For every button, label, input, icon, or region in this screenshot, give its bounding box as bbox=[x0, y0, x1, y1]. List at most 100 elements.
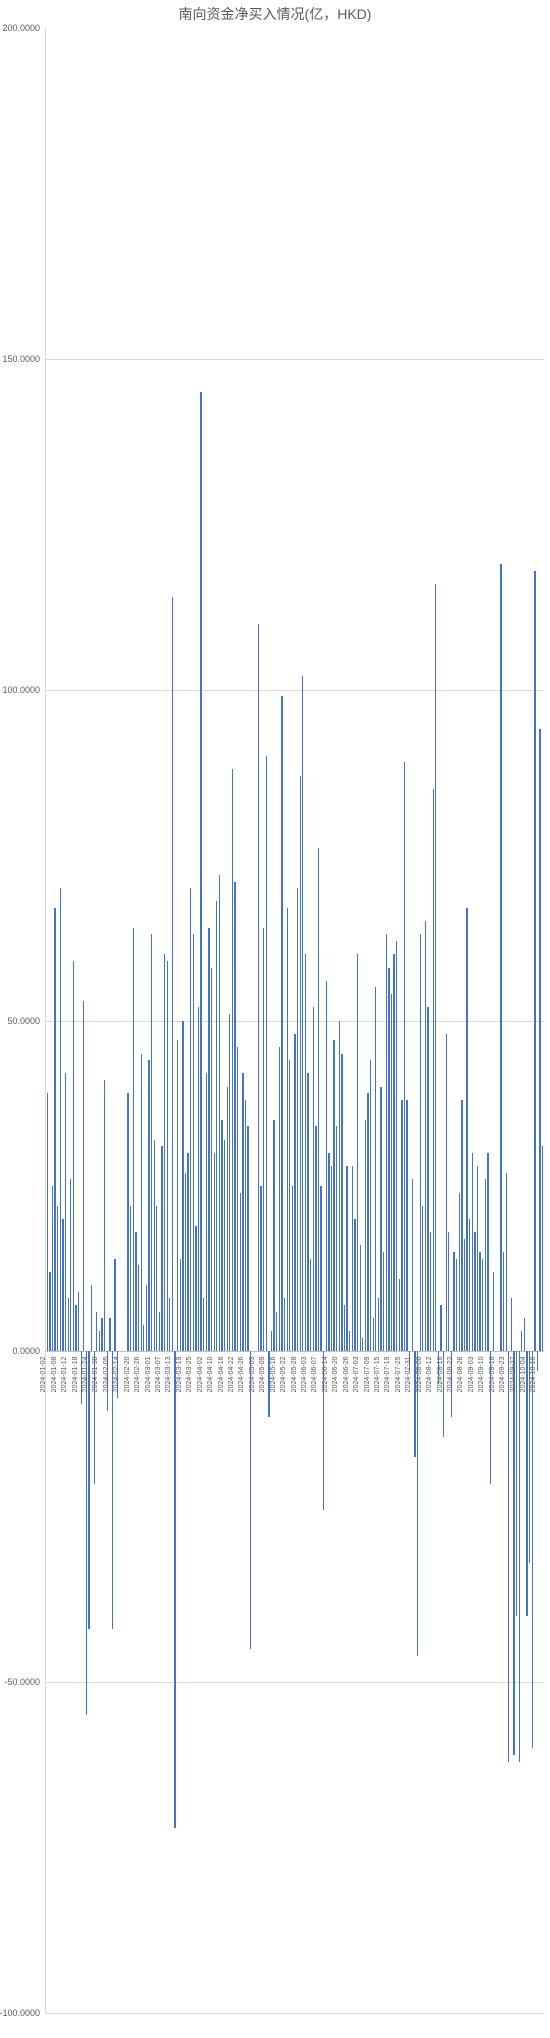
bar bbox=[506, 1173, 507, 1352]
bar bbox=[365, 1120, 366, 1352]
bar bbox=[159, 1312, 160, 1352]
bar bbox=[503, 1252, 504, 1351]
bar bbox=[91, 1285, 92, 1351]
bar bbox=[318, 848, 319, 1351]
xtick-label: 2024-07-31 bbox=[405, 1357, 412, 1393]
bar bbox=[195, 1226, 196, 1352]
bar bbox=[313, 1007, 314, 1351]
bar bbox=[214, 1153, 215, 1352]
x-axis-zero-line bbox=[46, 1351, 544, 1352]
ytick-label: -100.0000 bbox=[0, 2008, 40, 2018]
xtick-label: 2024-08-12 bbox=[426, 1357, 433, 1393]
xtick-label: 2024-03-07 bbox=[155, 1357, 162, 1393]
bar bbox=[172, 597, 173, 1351]
bar bbox=[300, 776, 301, 1352]
bar bbox=[326, 981, 327, 1352]
bar bbox=[279, 1047, 280, 1351]
bar bbox=[328, 1153, 329, 1352]
bar bbox=[406, 1100, 407, 1351]
bar bbox=[453, 1252, 454, 1351]
bar bbox=[524, 1318, 525, 1351]
ytick-label: 200.0000 bbox=[2, 23, 40, 33]
ytick-label: 150.0000 bbox=[2, 354, 40, 364]
bar bbox=[292, 1186, 293, 1351]
bar bbox=[339, 1021, 340, 1352]
bar bbox=[537, 1351, 538, 1371]
bar bbox=[500, 564, 501, 1351]
bar bbox=[242, 1073, 243, 1351]
bar bbox=[169, 1298, 170, 1351]
bar bbox=[154, 1140, 155, 1352]
xtick-label: 2024-02-05 bbox=[103, 1357, 110, 1393]
bar bbox=[206, 1073, 207, 1351]
bar bbox=[281, 696, 282, 1351]
bar bbox=[54, 908, 55, 1351]
bar bbox=[378, 1298, 379, 1351]
xtick-label: 2024-08-16 bbox=[437, 1357, 444, 1393]
bar bbox=[237, 1047, 238, 1351]
bar bbox=[216, 901, 217, 1351]
bar bbox=[542, 1146, 543, 1351]
xtick-label: 2024-05-03 bbox=[249, 1357, 256, 1393]
xtick-label: 2024-01-12 bbox=[61, 1357, 68, 1393]
bar bbox=[315, 1126, 316, 1351]
bar bbox=[109, 1318, 110, 1351]
bar bbox=[203, 1298, 204, 1351]
bar bbox=[331, 1166, 332, 1351]
bar bbox=[47, 1093, 48, 1351]
bar bbox=[461, 1100, 462, 1351]
bar bbox=[466, 908, 467, 1351]
xtick-label: 2024-04-16 bbox=[218, 1357, 225, 1393]
bar bbox=[344, 1305, 345, 1351]
bar bbox=[260, 1186, 261, 1351]
bar bbox=[404, 762, 405, 1351]
bar bbox=[388, 968, 389, 1352]
bar bbox=[221, 1120, 222, 1352]
bar bbox=[511, 1298, 512, 1351]
bar bbox=[164, 954, 165, 1351]
bar bbox=[341, 1054, 342, 1352]
bar bbox=[440, 1305, 441, 1351]
ytick-label: 100.0000 bbox=[2, 685, 40, 695]
bar bbox=[346, 1166, 347, 1351]
xtick-label: 2024-03-19 bbox=[176, 1357, 183, 1393]
xtick-label: 2024-10-10 bbox=[530, 1357, 537, 1393]
bar bbox=[373, 1318, 374, 1351]
bar bbox=[240, 1193, 241, 1352]
xtick-label: 2024-01-02 bbox=[40, 1357, 47, 1393]
bar bbox=[532, 1351, 533, 1748]
xtick-label: 2024-07-25 bbox=[395, 1357, 402, 1393]
xtick-label: 2024-05-09 bbox=[259, 1357, 266, 1393]
bar bbox=[200, 392, 201, 1351]
bar bbox=[420, 934, 421, 1351]
xtick-label: 2024-07-09 bbox=[364, 1357, 371, 1393]
xtick-label: 2024-02-14 bbox=[113, 1357, 120, 1393]
bar bbox=[112, 1351, 113, 1629]
bar bbox=[519, 1351, 520, 1761]
xtick-label: 2024-07-15 bbox=[374, 1357, 381, 1393]
bar bbox=[399, 1279, 400, 1352]
xtick-label: 2024-01-18 bbox=[72, 1357, 79, 1393]
bar bbox=[430, 1232, 431, 1351]
bar bbox=[271, 1331, 272, 1351]
bar bbox=[146, 1285, 147, 1351]
bar bbox=[83, 1001, 84, 1352]
xtick-label: 2024-07-03 bbox=[353, 1357, 360, 1393]
xtick-label: 2024-04-10 bbox=[207, 1357, 214, 1393]
bar bbox=[352, 1166, 353, 1351]
bar bbox=[182, 1021, 183, 1352]
xtick-label: 2024-05-28 bbox=[291, 1357, 298, 1393]
bar bbox=[456, 1259, 457, 1352]
bar bbox=[229, 1014, 230, 1351]
xtick-label: 2024-01-08 bbox=[51, 1357, 58, 1393]
ytick-label: 0.0000 bbox=[12, 1346, 40, 1356]
bar bbox=[459, 1193, 460, 1352]
bar bbox=[477, 1166, 478, 1351]
bar bbox=[245, 1100, 246, 1351]
bar bbox=[96, 1312, 97, 1352]
gridline bbox=[46, 1021, 544, 1022]
bar bbox=[354, 1219, 355, 1351]
bar bbox=[391, 994, 392, 1351]
bar bbox=[211, 968, 212, 1352]
xtick-label: 2024-09-27 bbox=[510, 1357, 517, 1393]
